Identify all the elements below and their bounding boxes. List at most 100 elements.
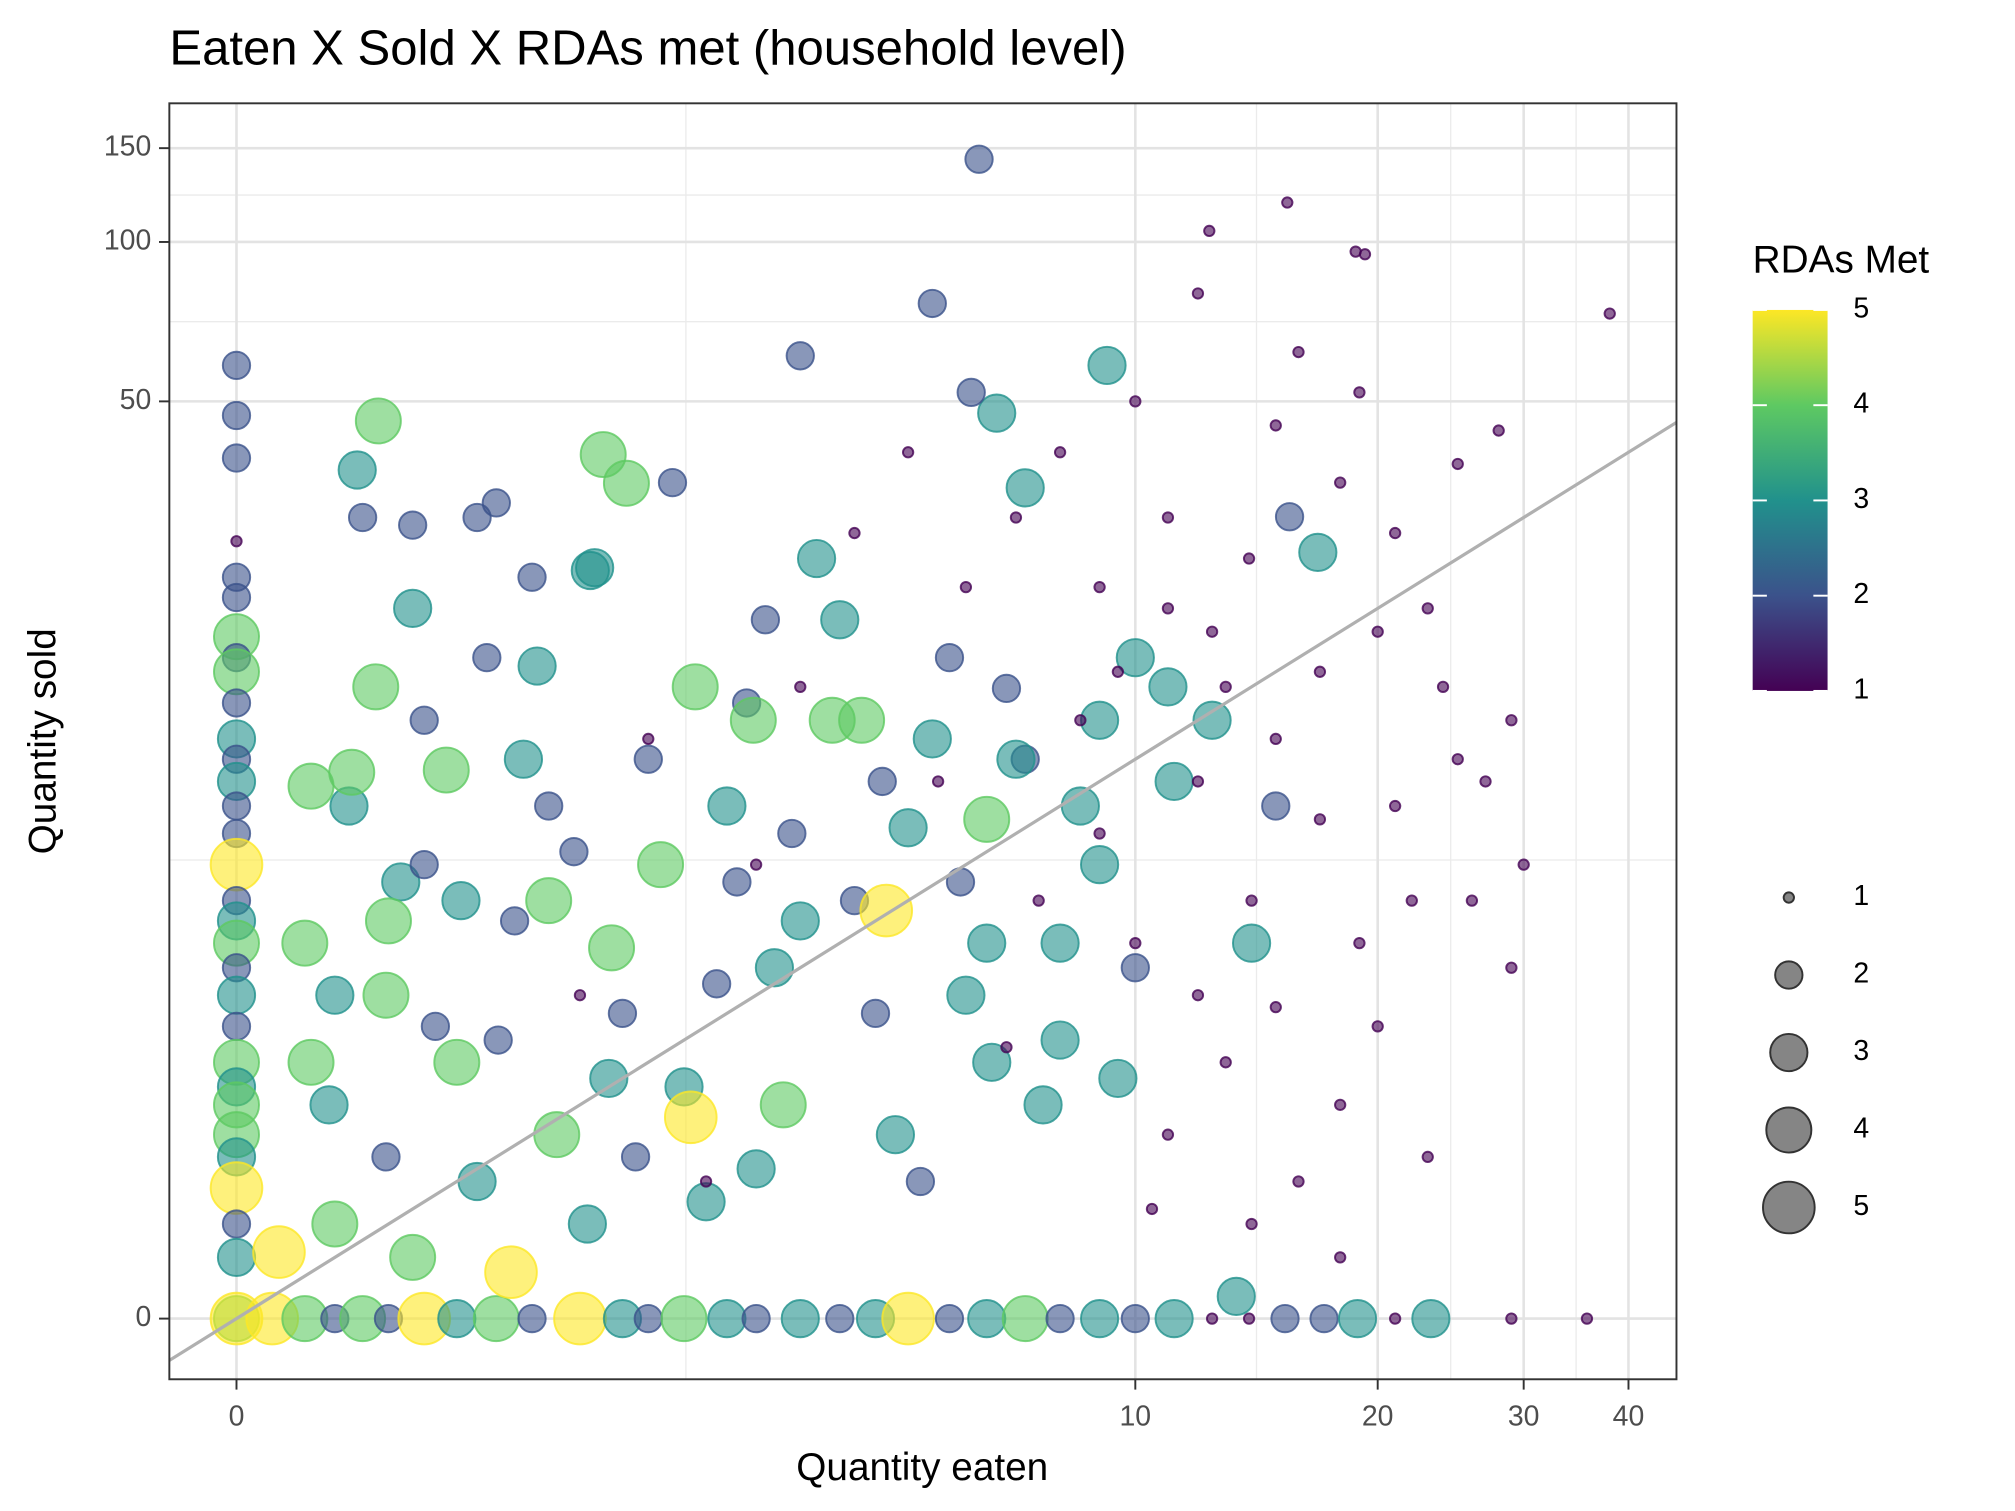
size-key (1765, 1106, 1813, 1154)
point (281, 919, 329, 967)
point (972, 1042, 1012, 1082)
point (462, 502, 492, 533)
point (216, 1237, 257, 1277)
colorbar-label: 2 (1853, 578, 1869, 610)
point (657, 467, 688, 498)
point (905, 1166, 936, 1197)
point (888, 808, 928, 848)
point (1023, 1085, 1063, 1125)
point (1079, 1299, 1120, 1339)
point (1313, 665, 1327, 678)
point (759, 1081, 807, 1129)
point (1219, 1056, 1232, 1069)
point (1411, 1299, 1451, 1339)
point (796, 538, 837, 579)
point (1245, 1217, 1258, 1231)
point (230, 535, 243, 548)
size-label: 2 (1853, 958, 1869, 990)
point (209, 1161, 264, 1215)
point (1388, 526, 1402, 540)
point (1219, 680, 1232, 693)
point (364, 897, 412, 945)
point (780, 1299, 820, 1339)
point (221, 1209, 252, 1239)
point (393, 588, 433, 628)
point (1040, 1020, 1080, 1060)
point (1009, 511, 1023, 524)
point (1154, 1299, 1194, 1339)
point (780, 901, 820, 941)
point (570, 550, 610, 591)
size-key (1769, 1032, 1809, 1073)
point (1261, 791, 1291, 821)
point (1098, 1058, 1138, 1099)
panel-border (168, 102, 1678, 1381)
chart-title: Eaten X Sold X RDAs met (household level… (169, 22, 1126, 76)
point (252, 1225, 306, 1279)
point (663, 1090, 718, 1145)
point (1451, 457, 1464, 471)
point (1337, 1299, 1378, 1339)
point (441, 881, 481, 921)
point (859, 883, 914, 938)
point (1001, 1295, 1049, 1343)
colorbar-label: 5 (1853, 292, 1869, 324)
point (736, 1149, 776, 1189)
point (794, 680, 807, 693)
point (588, 924, 636, 972)
point (820, 600, 860, 640)
point (1148, 667, 1188, 707)
point (1313, 813, 1327, 826)
point (309, 1085, 349, 1125)
point (1274, 502, 1305, 532)
point (1517, 858, 1530, 871)
point (1269, 1001, 1282, 1014)
point (777, 818, 807, 849)
point (559, 837, 589, 867)
point (1353, 937, 1366, 950)
point (517, 646, 557, 686)
point (1005, 468, 1045, 508)
point (389, 1233, 437, 1281)
point (1371, 1020, 1384, 1033)
point (1245, 894, 1258, 907)
point (931, 775, 945, 788)
point (1505, 961, 1518, 974)
size-key (1782, 891, 1795, 904)
point (398, 510, 428, 540)
point (347, 502, 378, 533)
point (1292, 345, 1305, 359)
point (1161, 511, 1175, 524)
point (1405, 894, 1418, 907)
legend: 1 2 3 4 5 1 2 3 4 5 (1752, 292, 1869, 1235)
point (946, 975, 986, 1015)
size-label: 3 (1853, 1035, 1869, 1067)
point (534, 791, 564, 821)
x-tick-label: 10 (1120, 1401, 1152, 1433)
point (1040, 923, 1080, 963)
point (437, 1299, 477, 1339)
point (964, 144, 994, 174)
size-label: 4 (1853, 1113, 1869, 1145)
point (699, 1175, 713, 1188)
point (567, 1204, 607, 1244)
point (1045, 1303, 1075, 1334)
point (484, 1245, 538, 1300)
point (553, 1291, 607, 1346)
point (1191, 989, 1205, 1002)
point (287, 1038, 335, 1086)
point (901, 446, 915, 459)
point (503, 739, 544, 779)
point (1161, 602, 1175, 615)
point (1129, 937, 1142, 950)
point (1603, 307, 1616, 320)
point (1111, 665, 1125, 678)
point (602, 459, 650, 507)
x-axis-label: Quantity eaten (796, 1446, 1048, 1489)
point (221, 1011, 252, 1041)
point (642, 732, 655, 746)
point (1334, 1098, 1347, 1111)
point (1334, 1251, 1347, 1264)
point (956, 377, 986, 408)
